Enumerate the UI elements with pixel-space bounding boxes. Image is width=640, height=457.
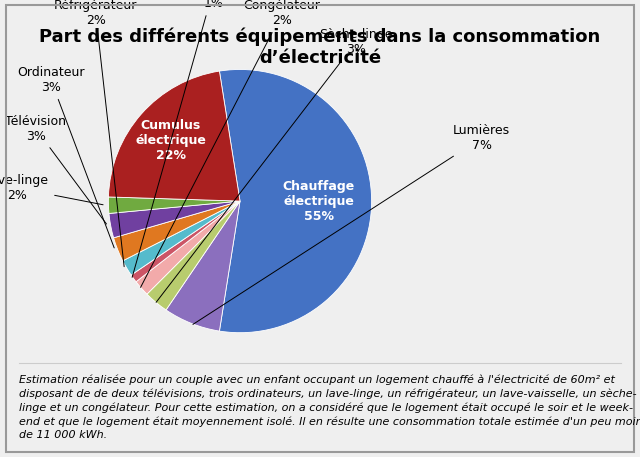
Wedge shape bbox=[108, 197, 240, 213]
Text: Télévision
3%: Télévision 3% bbox=[5, 115, 106, 224]
Text: Sèche-linge
3%: Sèche-linge 3% bbox=[156, 28, 392, 303]
Wedge shape bbox=[220, 69, 372, 333]
Text: Chauffage
électrique
55%: Chauffage électrique 55% bbox=[283, 180, 355, 223]
Text: Lave-linge
2%: Lave-linge 2% bbox=[0, 174, 103, 205]
Wedge shape bbox=[114, 201, 240, 261]
Wedge shape bbox=[166, 201, 240, 331]
Text: Congélateur
2%: Congélateur 2% bbox=[141, 0, 321, 287]
Wedge shape bbox=[123, 201, 240, 275]
Text: Part des différents équipements dans la consommation
d’électricité: Part des différents équipements dans la … bbox=[40, 27, 600, 67]
Text: Ordinateur
3%: Ordinateur 3% bbox=[17, 66, 114, 248]
Wedge shape bbox=[108, 71, 240, 201]
Text: Estimation réalisée pour un couple avec un enfant occupant un logement chauffé à: Estimation réalisée pour un couple avec … bbox=[19, 375, 640, 440]
Text: Lumières
7%: Lumières 7% bbox=[193, 124, 510, 324]
Wedge shape bbox=[147, 201, 240, 310]
Wedge shape bbox=[131, 201, 240, 282]
Text: Cumulus
électrique
22%: Cumulus électrique 22% bbox=[136, 119, 206, 162]
Text: Réfrigérateur
2%: Réfrigérateur 2% bbox=[54, 0, 138, 266]
Text: Lave-
vaisselle
1%: Lave- vaisselle 1% bbox=[132, 0, 241, 277]
Wedge shape bbox=[136, 201, 240, 294]
Wedge shape bbox=[109, 201, 240, 238]
